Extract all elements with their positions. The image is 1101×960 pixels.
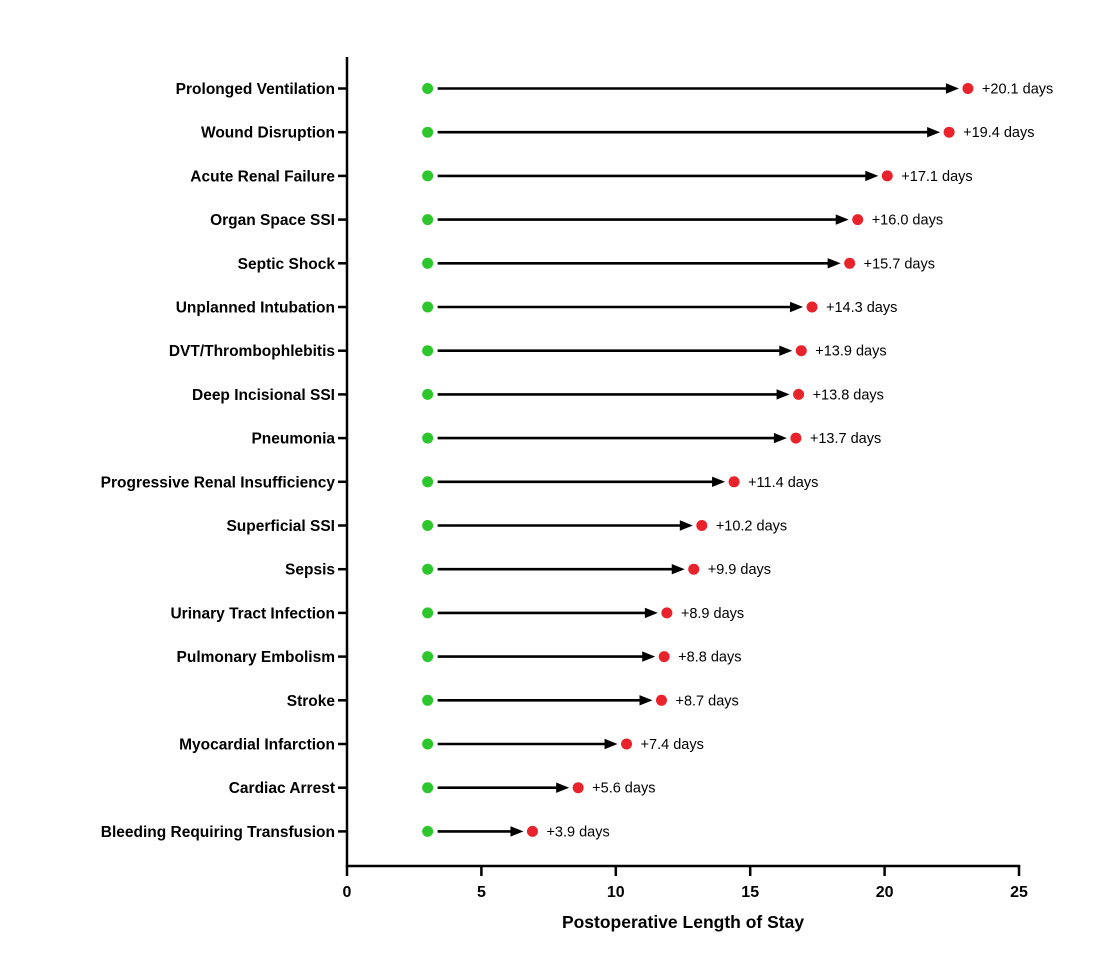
- arrow-head-icon: [556, 782, 570, 793]
- category-label: Septic Shock: [238, 256, 336, 273]
- baseline-dot: [422, 432, 434, 444]
- increase-label: +17.1 days: [901, 169, 972, 185]
- category-label: Superficial SSI: [226, 518, 335, 535]
- arrow-head-icon: [865, 170, 879, 182]
- endpoint-dot: [572, 782, 584, 794]
- category-label: Unplanned Intubation: [176, 300, 335, 317]
- increase-label: +10.2 days: [716, 519, 787, 535]
- arrow-head-icon: [712, 476, 726, 487]
- arrow-head-icon: [773, 432, 787, 444]
- baseline-dot: [422, 738, 434, 750]
- endpoint-dot: [526, 825, 538, 837]
- baseline-dot: [422, 476, 434, 488]
- x-tick-label: 20: [876, 884, 894, 901]
- endpoint-dot: [790, 432, 802, 444]
- increase-label: +19.4 days: [963, 125, 1034, 141]
- endpoint-dot: [844, 257, 856, 269]
- category-label: Pneumonia: [251, 431, 335, 448]
- endpoint-dot: [658, 651, 670, 663]
- increase-label: +14.3 days: [826, 300, 897, 316]
- increase-label: +3.9 days: [546, 824, 609, 840]
- endpoint-dot: [943, 126, 955, 138]
- arrow-head-icon: [776, 389, 790, 400]
- category-label: Acute Renal Failure: [190, 168, 335, 185]
- endpoint-dot: [793, 388, 805, 400]
- baseline-dot: [422, 694, 434, 706]
- increase-label: +13.9 days: [815, 344, 886, 360]
- endpoint-dot: [661, 607, 673, 619]
- increase-label: +8.9 days: [681, 606, 744, 622]
- x-tick-label: 15: [741, 884, 759, 901]
- x-tick-label: 0: [343, 884, 352, 901]
- category-label: Stroke: [287, 693, 336, 710]
- baseline-dot: [422, 214, 434, 226]
- arrow-head-icon: [945, 83, 959, 94]
- arrow-head-icon: [835, 214, 849, 225]
- increase-label: +13.8 days: [813, 387, 884, 403]
- baseline-dot: [422, 782, 434, 794]
- category-label: Deep Incisional SSI: [192, 387, 335, 404]
- arrow-head-icon: [790, 301, 804, 313]
- increase-label: +11.4 days: [748, 475, 818, 491]
- category-label: Urinary Tract Infection: [170, 605, 335, 622]
- increase-label: +5.6 days: [592, 781, 655, 797]
- category-label: Prolonged Ventilation: [176, 81, 335, 98]
- category-label: Progressive Renal Insufficiency: [101, 474, 336, 491]
- endpoint-dot: [621, 738, 633, 750]
- arrow-head-icon: [679, 520, 693, 531]
- arrow-head-icon: [639, 695, 653, 706]
- category-label: Sepsis: [285, 562, 335, 579]
- arrow-head-icon: [927, 127, 941, 138]
- baseline-dot: [422, 520, 434, 531]
- endpoint-dot: [806, 301, 818, 313]
- endpoint-dot: [655, 694, 667, 706]
- baseline-dot: [422, 83, 434, 94]
- baseline-dot: [422, 126, 434, 138]
- arrow-head-icon: [604, 738, 618, 750]
- increase-label: +13.7 days: [810, 431, 881, 447]
- x-tick-label: 5: [477, 884, 486, 901]
- category-label: Pulmonary Embolism: [177, 649, 335, 666]
- arrow-head-icon: [671, 564, 685, 575]
- baseline-dot: [422, 563, 434, 575]
- baseline-dot: [422, 607, 434, 619]
- baseline-dot: [422, 345, 434, 357]
- endpoint-dot: [688, 563, 700, 575]
- x-tick-label: 10: [607, 884, 625, 901]
- endpoint-dot: [728, 476, 740, 488]
- x-tick-label: 25: [1010, 884, 1028, 901]
- baseline-dot: [422, 301, 434, 313]
- arrow-head-icon: [827, 258, 841, 269]
- baseline-dot: [422, 651, 434, 663]
- category-label: DVT/Thrombophlebitis: [169, 343, 335, 360]
- category-label: Bleeding Requiring Transfusion: [101, 824, 335, 841]
- baseline-dot: [422, 825, 434, 837]
- x-axis-title: Postoperative Length of Stay: [561, 912, 805, 932]
- increase-label: +8.8 days: [678, 650, 741, 666]
- increase-label: +20.1 days: [982, 82, 1053, 98]
- increase-label: +15.7 days: [864, 256, 935, 272]
- endpoint-dot: [852, 214, 864, 226]
- arrow-head-icon: [510, 826, 524, 837]
- increase-label: +16.0 days: [872, 213, 943, 229]
- increase-label: +7.4 days: [641, 737, 704, 753]
- increase-label: +8.7 days: [675, 693, 738, 709]
- category-label: Wound Disruption: [201, 125, 335, 142]
- endpoint-dot: [962, 83, 974, 94]
- category-label: Organ Space SSI: [210, 212, 335, 229]
- baseline-dot: [422, 257, 434, 269]
- increase-label: +9.9 days: [708, 562, 771, 578]
- category-label: Myocardial Infarction: [179, 737, 335, 754]
- endpoint-dot: [795, 345, 807, 357]
- arrow-head-icon: [779, 345, 793, 356]
- baseline-dot: [422, 388, 434, 400]
- arrow-head-icon: [644, 607, 658, 619]
- arrow-head-icon: [642, 651, 656, 662]
- endpoint-dot: [696, 520, 708, 531]
- endpoint-dot: [881, 170, 893, 182]
- baseline-dot: [422, 170, 434, 182]
- category-label: Cardiac Arrest: [229, 780, 335, 797]
